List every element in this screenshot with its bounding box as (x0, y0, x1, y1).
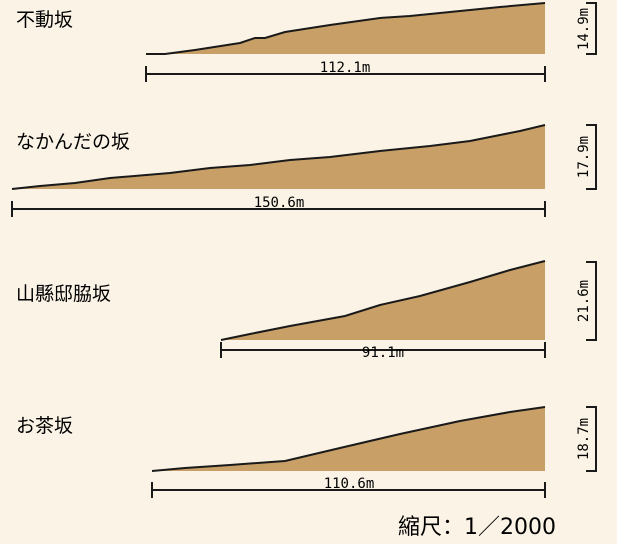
height-dimension (586, 261, 597, 341)
length-label: 150.6m (254, 195, 305, 211)
length-label: 112.1m (320, 60, 371, 76)
length-label: 110.6m (324, 476, 375, 492)
slope-yamagatateiwakizaka: 山縣邸脇坂 91.1m 21.6m (16, 260, 597, 361)
slope-name: お茶坂 (16, 415, 73, 437)
slope-name: 不動坂 (16, 9, 73, 31)
height-label: 18.7m (576, 418, 592, 460)
slope-fudozaka: 不動坂 112.1m 14.9m (16, 2, 597, 82)
length-dimension (11, 201, 546, 217)
height-label: 14.9m (576, 8, 592, 50)
length-dimension (145, 66, 546, 82)
slope-profile (12, 125, 545, 189)
scale-label: 縮尺：1／2000 (398, 515, 556, 540)
height-dimension (586, 2, 597, 55)
slope-name: 山縣邸脇坂 (16, 283, 111, 305)
length-dimension (220, 342, 546, 358)
slope-profile (146, 3, 545, 54)
slope-name: なかんだの坂 (16, 131, 130, 153)
length-dimension (151, 482, 546, 498)
slope-profile (221, 261, 545, 340)
slope-nakandanosaka: なかんだの坂 150.6m 17.9m (11, 124, 597, 217)
length-label: 91.1m (362, 345, 404, 361)
height-label: 21.6m (576, 280, 592, 322)
height-dimension (586, 406, 597, 472)
height-dimension (586, 124, 597, 190)
slope-profile (152, 407, 545, 471)
slope-ochazaka: お茶坂 110.6m 18.7m (16, 406, 597, 498)
height-label: 17.9m (576, 136, 592, 178)
